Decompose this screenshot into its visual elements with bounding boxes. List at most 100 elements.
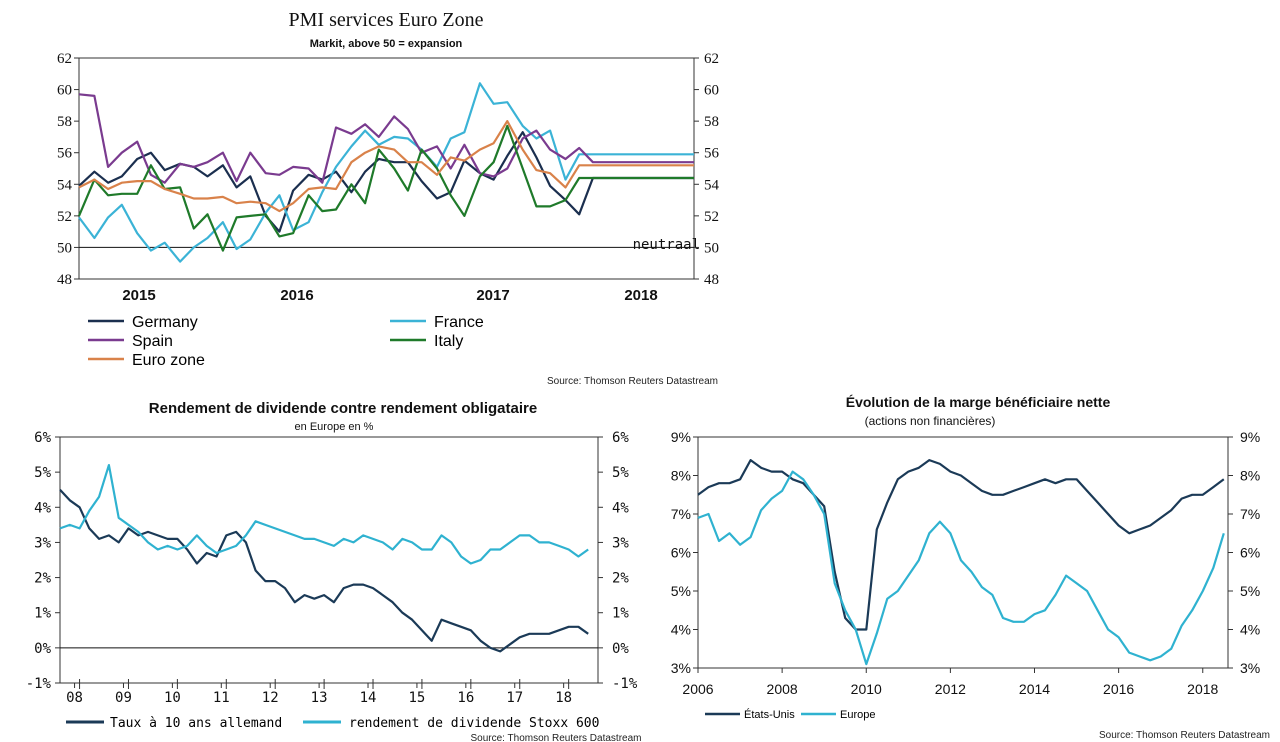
y-tick-label-right: 48 (704, 272, 719, 288)
chart1-subtitle: Markit, above 50 = expansion (310, 38, 463, 50)
y-tick-label-right: 8% (1240, 468, 1260, 484)
x-tick-label: 10 (164, 690, 181, 706)
legend-bund-label: Taux à 10 ans allemand (110, 716, 282, 731)
x-tick-label: 2014 (1019, 681, 1050, 697)
chart1-frame (78, 57, 695, 280)
y-tick-label-right: 5% (612, 465, 629, 481)
series-line-europe (697, 470, 1225, 666)
chart3-subtitle: (actions non financières) (865, 414, 996, 428)
chart3-plot: 3% 3% 4% 4% 5% 5% 6% 6% 7% 7% 8% 8% 9% 9% 2006 2008 2010… (671, 429, 1260, 697)
chart1-plot: 48 48 50 50 52 52 54 54 56 56 58 58 60 60 62 62 2015 2016… (57, 51, 720, 304)
chart1-source: Source: Thomson Reuters Datastream (547, 376, 718, 387)
chart2-title: Rendement de dividende contre rendement … (149, 400, 537, 417)
chart1-neutral-label: neutraal (633, 237, 700, 253)
y-tick-label-left: 4% (34, 500, 51, 516)
x-tick-label: 2006 (682, 681, 713, 697)
legend-europe-label: Europe (840, 709, 875, 721)
y-tick-label-right: 6% (612, 430, 629, 446)
legend-germany-label: Germany (132, 314, 198, 331)
y-tick-label-right: 5% (1240, 583, 1260, 599)
y-tick-label-left: 1% (34, 606, 51, 622)
y-tick-label-right: 4% (1240, 622, 1260, 638)
y-tick-label-right: 58 (704, 114, 719, 130)
legend-stoxx-label: rendement de dividende Stoxx 600 (349, 716, 599, 731)
series-line--tats-unis (697, 459, 1225, 631)
y-tick-label-left: 6% (671, 545, 691, 561)
y-tick-label-right: 7% (1240, 506, 1260, 522)
x-tick-label: 11 (213, 690, 230, 706)
series-line-euro-zone (78, 119, 694, 213)
series-line-spain (78, 93, 694, 184)
chart2-frame (59, 436, 599, 684)
y-tick-label-left: 6% (34, 430, 51, 446)
y-tick-label-right: 3% (1240, 660, 1260, 676)
y-tick-label-left: 3% (671, 660, 691, 676)
x-tick-label: 2010 (851, 681, 882, 697)
y-tick-label-right: 9% (1240, 429, 1260, 445)
x-tick-label: 18 (555, 690, 572, 706)
legend-spain-label: Spain (132, 333, 173, 350)
y-tick-label-left: 4% (671, 622, 691, 638)
y-tick-label-left: 5% (34, 465, 51, 481)
x-tick-label: 14 (360, 690, 377, 706)
chart2-source: Source: Thomson Reuters Datastream (470, 733, 641, 742)
y-tick-label-left: 58 (57, 114, 72, 130)
y-tick-label-right: 0% (612, 641, 629, 657)
chart2-legend: Taux à 10 ans allemand rendement de divi… (66, 716, 599, 731)
chart3-title: Évolution de la marge bénéficiaire nette (846, 394, 1111, 410)
y-tick-label-left: 54 (57, 177, 73, 193)
x-tick-label: 2018 (1187, 681, 1218, 697)
y-tick-label-right: 62 (704, 51, 719, 67)
series-line-taux-10-ans-allemand (59, 488, 589, 653)
x-tick-label: 2018 (624, 287, 657, 304)
y-tick-label-left: 7% (671, 506, 691, 522)
chart1-legend: Germany France Spain Italy Euro zone (88, 314, 484, 369)
series-line-rendement-de-dividende-stoxx-600 (59, 464, 589, 565)
chart1-title: PMI services Euro Zone (289, 9, 484, 31)
chart2-plot: -1% -1% 0% 0% 1% 1% 2% 2% 3% 3% 4% 4% 5% 5% 6% 6% 08 09 10… (26, 430, 638, 706)
y-tick-label-left: 9% (671, 429, 691, 445)
y-tick-label-right: -1% (612, 676, 638, 692)
x-tick-label: 09 (115, 690, 132, 706)
legend-france-label: France (434, 314, 484, 331)
y-tick-label-left: 5% (671, 583, 691, 599)
y-tick-label-left: 48 (57, 272, 72, 288)
legend-eurozone-label: Euro zone (132, 352, 205, 369)
y-tick-label-left: 50 (57, 240, 72, 256)
x-tick-label: 2008 (767, 681, 798, 697)
chart2-subtitle: en Europe en % (295, 421, 374, 433)
y-tick-label-left: 56 (57, 146, 73, 162)
legend-us-label: États-Unis (744, 708, 795, 721)
chart3-source: Source: Thomson Reuters Datastream (1099, 730, 1270, 741)
chart3-legend: États-Unis Europe (705, 708, 875, 721)
y-tick-label-right: 6% (1240, 545, 1260, 561)
y-tick-label-right: 56 (704, 146, 720, 162)
legend-italy-label: Italy (434, 333, 463, 350)
x-tick-label: 17 (506, 690, 523, 706)
y-tick-label-right: 4% (612, 500, 629, 516)
x-tick-label: 15 (408, 690, 425, 706)
series-line-italy (77, 124, 694, 252)
y-tick-label-left: 2% (34, 571, 51, 587)
x-tick-label: 16 (457, 690, 474, 706)
y-tick-label-right: 1% (612, 606, 629, 622)
y-tick-label-left: 52 (57, 209, 72, 225)
y-tick-label-left: 62 (57, 51, 72, 67)
x-tick-label: 13 (311, 690, 328, 706)
x-tick-label: 08 (66, 690, 83, 706)
y-tick-label-right: 54 (704, 177, 720, 193)
x-tick-label: 2017 (476, 287, 509, 304)
y-tick-label-right: 52 (704, 209, 719, 225)
y-tick-label-left: -1% (26, 676, 52, 692)
y-tick-label-left: 8% (671, 468, 691, 484)
x-tick-label: 12 (262, 690, 279, 706)
y-tick-label-right: 2% (612, 571, 629, 587)
y-tick-label-right: 50 (704, 240, 719, 256)
x-tick-label: 2012 (935, 681, 966, 697)
x-tick-label: 2016 (280, 287, 313, 304)
y-tick-label-right: 60 (704, 83, 719, 99)
series-line-france (78, 82, 694, 263)
y-tick-label-left: 0% (34, 641, 51, 657)
y-tick-label-left: 60 (57, 83, 72, 99)
